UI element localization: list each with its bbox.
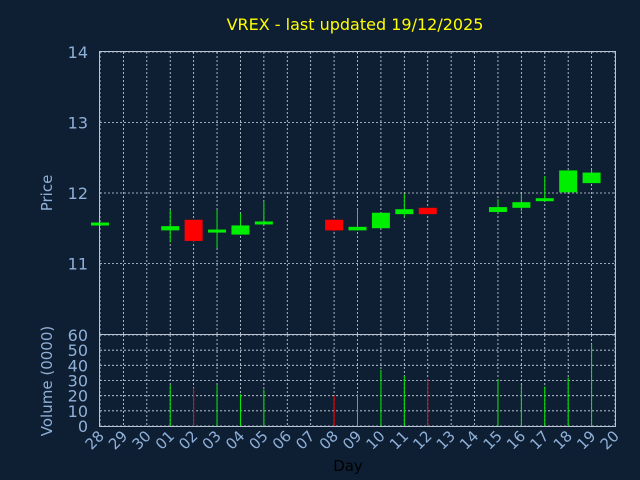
x-tick-label: 20	[597, 427, 623, 453]
candle-body	[559, 170, 578, 193]
candle-body	[325, 219, 344, 231]
candle-body	[348, 226, 367, 231]
x-tick-label: 15	[480, 427, 506, 453]
candle-body	[371, 212, 390, 229]
x-tick-label: 07	[292, 427, 318, 453]
x-tick-label: 14	[456, 427, 482, 453]
x-tick-label: 02	[175, 427, 201, 453]
price-y-ticks: 11 12 13 14	[68, 43, 88, 274]
x-tick-label: 19	[573, 427, 599, 453]
volume-y-tick-label: 50	[68, 341, 88, 360]
x-axis-label: Day	[333, 457, 363, 475]
candle-body	[488, 207, 507, 213]
volume-y-tick-label: 0	[78, 417, 88, 436]
candles	[91, 169, 601, 248]
candle-body	[535, 198, 554, 202]
volume-y-tick-label: 60	[68, 326, 88, 345]
x-tick-label: 29	[105, 427, 131, 453]
candle-body	[254, 221, 273, 225]
volume-y-tick-label: 30	[68, 372, 88, 391]
candle-body	[418, 207, 437, 215]
candle-body	[395, 209, 414, 215]
candle-body	[161, 226, 180, 231]
candle-body	[208, 229, 227, 233]
candle-body	[231, 225, 250, 235]
x-tick-label: 10	[363, 427, 389, 453]
price-y-tick-label: 13	[68, 114, 88, 133]
x-tick-label: 04	[222, 427, 248, 453]
price-axis-label: Price	[38, 175, 56, 212]
x-tick-label: 13	[433, 427, 459, 453]
volume-axis-label: Volume (0000)	[38, 326, 56, 436]
x-tick-label: 30	[128, 427, 154, 453]
x-tick-label: 17	[526, 427, 552, 453]
volume-frame	[99, 334, 616, 427]
x-tick-label: 01	[152, 427, 178, 453]
candle-body	[582, 172, 601, 184]
x-ticks: 2829300102030405060708091011121314151617…	[82, 427, 623, 453]
chart-title: VREX - last updated 19/12/2025	[227, 15, 484, 34]
candle-body	[512, 202, 531, 208]
volume-y-tick-label: 40	[68, 356, 88, 375]
x-tick-label: 05	[245, 427, 271, 453]
price-y-tick-label: 14	[68, 43, 88, 62]
x-tick-label: 12	[409, 427, 435, 453]
candle-body	[184, 219, 203, 241]
price-y-tick-label: 12	[68, 184, 88, 203]
price-grid	[99, 51, 616, 334]
volume-bars	[169, 344, 593, 426]
x-tick-label: 08	[316, 427, 342, 453]
x-tick-label: 06	[269, 427, 295, 453]
x-tick-label: 16	[503, 427, 529, 453]
x-tick-label: 18	[550, 427, 576, 453]
price-panel: 11 12 13 14	[68, 43, 616, 335]
volume-y-tick-label: 20	[68, 387, 88, 406]
price-y-tick-label: 11	[68, 255, 88, 274]
x-tick-label: 11	[386, 427, 412, 453]
x-tick-label: 09	[339, 427, 365, 453]
volume-y-tick-label: 10	[68, 402, 88, 421]
x-tick-label: 03	[199, 427, 225, 453]
